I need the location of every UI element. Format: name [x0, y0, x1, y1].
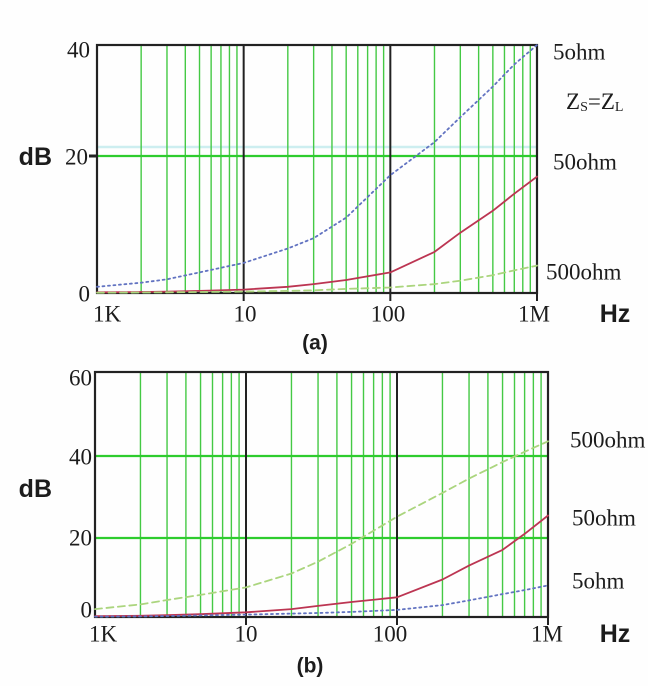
curve-5ohm	[96, 44, 538, 288]
chart-b-plot-area	[93, 370, 550, 625]
chart-b-caption: (b)	[297, 655, 324, 678]
chart-a-xtick-1k: 1K	[93, 302, 122, 327]
chart-a-label-500ohm: 500ohm	[546, 260, 622, 285]
chart-b-xtick-10: 10	[235, 622, 258, 647]
curve-500ohm	[96, 264, 538, 294]
chart-b-label-50ohm: 50ohm	[572, 506, 636, 531]
chart-a-ytick-0: 0	[79, 282, 91, 307]
chart-b-ytick-0: 0	[81, 598, 93, 623]
plot-border	[93, 370, 550, 619]
chart-b-xtick-1k: 1K	[89, 622, 118, 647]
chart-b-xtick-1m: 1M	[531, 622, 563, 647]
chart-b-ytick-40: 40	[69, 445, 92, 470]
chart-a-xlabel-hz: Hz	[600, 300, 631, 328]
chart-b-label-5ohm: 5ohm	[572, 569, 625, 594]
chart-b-ytick-20: 20	[69, 526, 92, 551]
curve-5ohm	[94, 584, 549, 618]
chart-a-ytick-20: 20	[65, 145, 88, 170]
chart-b-label-500ohm: 500ohm	[570, 428, 646, 453]
chart-b-ytick-60: 60	[69, 366, 92, 391]
chart-a: 40 dB 20 0 1K 10 100 1M Hz (a) 5ohm ZS=Z…	[19, 38, 631, 355]
chart-a-plot-area	[89, 43, 539, 301]
chart-b-xlabel-hz: Hz	[600, 620, 631, 648]
chart-b-ylabel-db: dB	[19, 475, 52, 503]
chart-a-ytick-40: 40	[67, 38, 90, 63]
curve-500ohm	[94, 440, 549, 610]
chart-a-xtick-100: 100	[371, 302, 406, 327]
chart-a-caption: (a)	[302, 332, 328, 355]
chart-a-label-50ohm: 50ohm	[553, 150, 617, 175]
curve-50ohm	[96, 175, 538, 294]
chart-a-ylabel-db: dB	[19, 143, 52, 171]
chart-a-annotation-zs-zl: ZS=ZL	[566, 89, 623, 115]
chart-b-xtick-100: 100	[373, 622, 408, 647]
chart-a-xtick-10: 10	[234, 302, 257, 327]
plot-border	[95, 43, 539, 295]
chart-a-xtick-1m: 1M	[518, 302, 550, 327]
chart-a-label-5ohm: 5ohm	[553, 40, 606, 65]
chart-b: 60 40 dB 20 0 1K 10 100 1M Hz (b) 500ohm…	[19, 366, 646, 678]
